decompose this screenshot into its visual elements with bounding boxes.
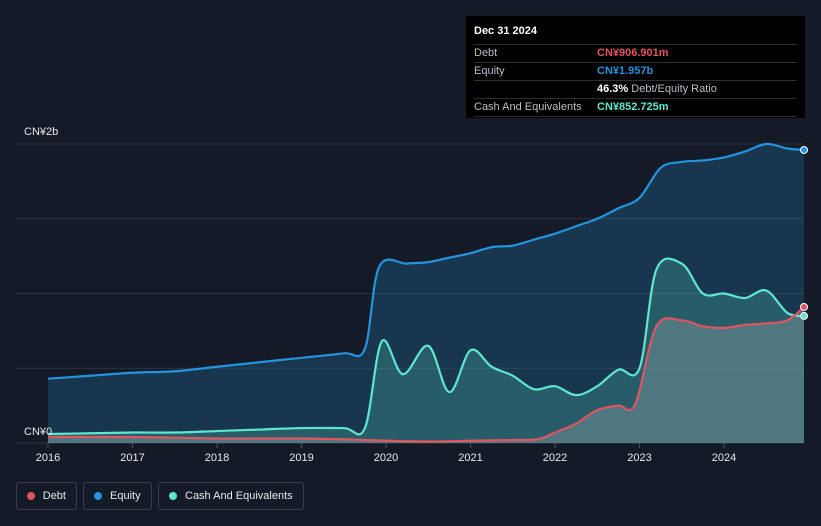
x-tick-label: 2023 bbox=[627, 452, 651, 464]
debt-dot-icon bbox=[27, 492, 35, 500]
x-tick-label: 2022 bbox=[543, 452, 567, 464]
tooltip-row-ratio: 46.3% Debt/Equity Ratio bbox=[474, 80, 797, 98]
tooltip-debt-value: CN¥906.901m bbox=[597, 47, 669, 59]
debt-line bbox=[48, 306, 805, 443]
tooltip-equity-label: Equity bbox=[474, 65, 505, 77]
tooltip-row-debt: Debt CN¥906.901m bbox=[474, 44, 797, 62]
legend-item-debt[interactable]: Debt bbox=[16, 482, 77, 510]
tooltip-ratio-label: Debt/Equity Ratio bbox=[631, 83, 717, 95]
tooltip-row-cash: Cash And Equivalents CN¥852.725m bbox=[474, 98, 797, 117]
x-tick-label: 2021 bbox=[458, 452, 482, 464]
gridlines bbox=[16, 143, 804, 444]
legend-equity-label: Equity bbox=[110, 490, 141, 502]
tooltip-cash-value: CN¥852.725m bbox=[597, 101, 669, 113]
tooltip-row-equity: Equity CN¥1.957b bbox=[474, 62, 797, 80]
y-tick-label-top: CN¥2b bbox=[24, 126, 58, 138]
debt-endpoint-marker bbox=[800, 302, 808, 311]
tooltip-cash-label: Cash And Equivalents bbox=[474, 101, 582, 113]
x-tick-label: 2018 bbox=[205, 452, 229, 464]
tooltip-debt-label: Debt bbox=[474, 47, 498, 59]
legend-item-equity[interactable]: Equity bbox=[83, 482, 152, 510]
x-axis: 2016 2017 2018 2019 2020 2021 2022 2023 2024 bbox=[36, 443, 736, 464]
y-tick-label-bottom: CN¥0 bbox=[24, 426, 52, 438]
legend-item-cash[interactable]: Cash And Equivalents bbox=[158, 482, 304, 510]
equity-dot-icon bbox=[94, 492, 102, 500]
x-tick-label: 2020 bbox=[374, 452, 398, 464]
x-tick-label: 2024 bbox=[712, 452, 736, 464]
x-tick-label: 2016 bbox=[36, 452, 60, 464]
equity-endpoint-marker bbox=[800, 145, 808, 154]
legend-cash-label: Cash And Equivalents bbox=[185, 490, 293, 502]
equity-area bbox=[48, 143, 804, 443]
tooltip-panel: Dec 31 2024 Debt CN¥906.901m Equity CN¥1… bbox=[466, 16, 805, 118]
tooltip-date: Dec 31 2024 bbox=[474, 25, 537, 37]
legend-debt-label: Debt bbox=[42, 490, 66, 502]
cash-endpoint-marker bbox=[800, 311, 808, 320]
cash-line bbox=[47, 257, 805, 436]
tooltip-ratio-value: 46.3% bbox=[597, 83, 629, 95]
cash-dot-icon bbox=[169, 492, 177, 500]
cash-area bbox=[48, 258, 804, 443]
equity-line bbox=[47, 142, 805, 380]
x-tick-label: 2019 bbox=[289, 452, 313, 464]
debt-area bbox=[48, 306, 804, 443]
tooltip-ratio-spacer bbox=[474, 81, 597, 98]
series-layer bbox=[47, 142, 808, 443]
tooltip-equity-value: CN¥1.957b bbox=[597, 65, 654, 77]
x-tick-label: 2017 bbox=[120, 452, 144, 464]
